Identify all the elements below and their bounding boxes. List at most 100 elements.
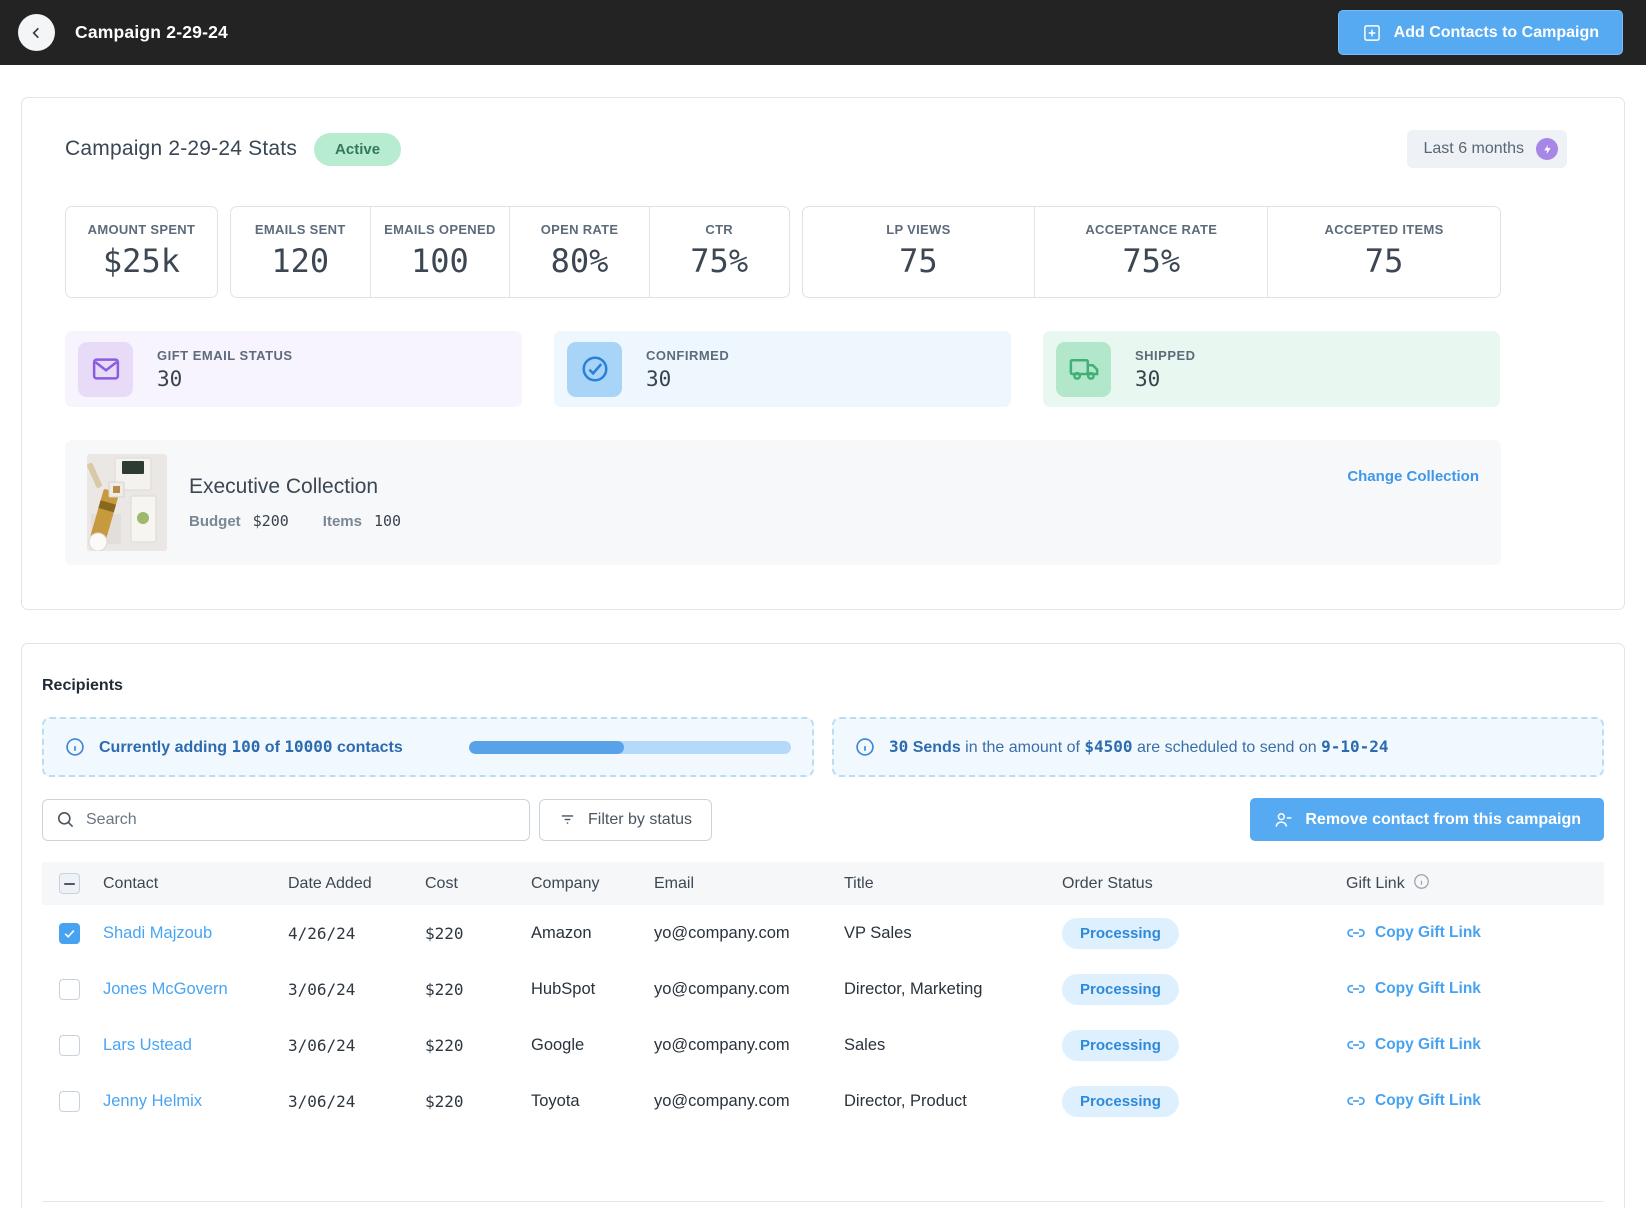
search-icon	[57, 811, 74, 828]
column-cost: Cost	[425, 874, 458, 892]
cost-cell: $220	[425, 1035, 464, 1055]
row-checkbox[interactable]	[59, 978, 80, 1000]
page-title: Campaign 2-29-24	[75, 22, 228, 42]
copy-gift-link-label: Copy Gift Link	[1375, 980, 1481, 997]
date-added-cell: 3/06/24	[288, 1091, 356, 1111]
title-cell: Director, Marketing	[844, 979, 983, 998]
date-added-cell: 3/06/24	[288, 1035, 356, 1055]
company-cell: Toyota	[531, 1091, 580, 1110]
copy-gift-link[interactable]: Copy Gift Link	[1346, 1035, 1604, 1055]
select-all-checkbox[interactable]	[59, 873, 80, 894]
contact-link[interactable]: Lars Ustead	[103, 1035, 192, 1054]
table-footer	[42, 1201, 1604, 1208]
cost-cell: $220	[425, 923, 464, 943]
status-tiles-row: GIFT EMAIL STATUS 30 CONFIRMED 30 SHIP	[65, 331, 1501, 407]
link-icon	[1347, 1040, 1365, 1050]
metric-ctr: CTR 75%	[648, 207, 789, 297]
remove-contact-label: Remove contact from this campaign	[1305, 810, 1581, 828]
adding-contacts-banner: Currently adding 100 of 10000 contacts	[42, 717, 814, 777]
truck-icon	[1056, 341, 1111, 397]
order-status-badge: Processing	[1062, 917, 1179, 949]
email-cell: yo@company.com	[654, 1091, 790, 1110]
email-cell: yo@company.com	[654, 923, 790, 942]
table-row: Lars Ustead 3/06/24 $220 Google yo@compa…	[42, 1017, 1604, 1073]
filter-icon	[561, 815, 574, 824]
change-collection-link[interactable]: Change Collection	[1347, 468, 1479, 485]
metric-lp-views: LP VIEWS 75	[886, 222, 951, 280]
info-icon	[855, 737, 875, 757]
metric-group-emails: EMAILS SENT 120 EMAILS OPENED 100 OPEN R…	[229, 206, 790, 298]
contact-link[interactable]: Jenny Helmix	[103, 1091, 203, 1110]
remove-contact-button[interactable]: Remove contact from this campaign	[1250, 798, 1604, 841]
items-value: 100	[373, 512, 402, 530]
table-row: Jones McGovern 3/06/24 $220 HubSpot yo@c…	[42, 961, 1604, 1017]
info-icon[interactable]	[1413, 873, 1430, 895]
period-label: Last 6 months	[1423, 140, 1525, 157]
search-box	[42, 798, 530, 841]
scheduled-sends-banner: 30 Sends in the amount of $4500 are sche…	[832, 717, 1604, 777]
title-cell: VP Sales	[844, 923, 912, 942]
row-checkbox[interactable]	[59, 1090, 80, 1112]
lightning-icon	[1536, 138, 1558, 160]
contact-link[interactable]: Shadi Majzoub	[103, 923, 213, 942]
title-cell: Director, Product	[844, 1091, 967, 1110]
table-body: Shadi Majzoub 4/26/24 $220 Amazon yo@com…	[42, 905, 1604, 1129]
metrics-row: AMOUNT SPENT $25k EMAILS SENT 120 EMAILS…	[65, 206, 1501, 298]
search-input[interactable]	[86, 810, 516, 829]
period-selector[interactable]: Last 6 months	[1406, 130, 1567, 168]
copy-gift-link[interactable]: Copy Gift Link	[1346, 923, 1604, 943]
link-icon	[1347, 1096, 1365, 1106]
adding-progress-bar	[469, 740, 791, 754]
email-cell: yo@company.com	[654, 1035, 790, 1054]
plus-square-icon	[1363, 24, 1380, 41]
shipped-tile: SHIPPED 30	[1043, 331, 1500, 407]
link-icon	[1347, 928, 1365, 938]
link-icon	[1347, 984, 1365, 994]
metric-emails-sent: EMAILS SENT 120	[254, 222, 346, 280]
title-cell: Sales	[844, 1035, 886, 1054]
back-button[interactable]	[18, 14, 55, 51]
collection-row: Executive Collection Budget $200 Items 1…	[65, 440, 1501, 565]
row-checkbox[interactable]	[59, 1034, 80, 1056]
envelope-icon	[78, 341, 133, 397]
table-row: Jenny Helmix 3/06/24 $220 Toyota yo@comp…	[42, 1073, 1604, 1129]
copy-gift-link[interactable]: Copy Gift Link	[1346, 979, 1604, 999]
date-added-cell: 3/06/24	[288, 979, 356, 999]
column-date-added: Date Added	[288, 874, 372, 892]
progress-fill	[469, 740, 624, 754]
metric-emails-opened: EMAILS OPENED 100	[369, 207, 510, 297]
confirmed-tile: CONFIRMED 30	[554, 331, 1011, 407]
collection-image	[87, 454, 167, 551]
row-checkbox[interactable]	[59, 922, 80, 944]
sends-banner-text: 30 Sends in the amount of $4500 are sche…	[889, 737, 1389, 756]
column-company: Company	[531, 874, 600, 892]
items-label: Items	[322, 513, 362, 530]
column-order-status: Order Status	[1062, 874, 1153, 892]
metric-open-rate: OPEN RATE 80%	[509, 207, 649, 297]
order-status-badge: Processing	[1062, 973, 1179, 1005]
recipients-title: Recipients	[42, 677, 123, 694]
copy-gift-link-label: Copy Gift Link	[1375, 1092, 1481, 1109]
column-title: Title	[844, 874, 874, 892]
table-header-row: Contact Date Added Cost Company Email Ti…	[42, 862, 1604, 905]
check-circle-icon	[567, 341, 622, 397]
metric-acceptance-rate: ACCEPTANCE RATE 75%	[1034, 207, 1267, 297]
campaign-stats-card: Campaign 2-29-24 Stats Active Last 6 mon…	[21, 97, 1625, 610]
add-contacts-button[interactable]: Add Contacts to Campaign	[1337, 10, 1623, 55]
order-status-badge: Processing	[1062, 1029, 1179, 1061]
company-cell: Amazon	[531, 923, 592, 942]
company-cell: HubSpot	[531, 979, 596, 998]
top-bar: Campaign 2-29-24 Add Contacts to Campaig…	[0, 0, 1646, 65]
add-contacts-label: Add Contacts to Campaign	[1393, 23, 1599, 41]
copy-gift-link[interactable]: Copy Gift Link	[1346, 1091, 1604, 1111]
metric-amount-spent: AMOUNT SPENT $25k	[87, 222, 196, 280]
date-added-cell: 4/26/24	[288, 923, 356, 943]
filter-label: Filter by status	[588, 810, 693, 828]
contact-link[interactable]: Jones McGovern	[103, 979, 228, 998]
email-cell: yo@company.com	[654, 979, 790, 998]
filter-by-status-button[interactable]: Filter by status	[539, 798, 713, 841]
table-row: Shadi Majzoub 4/26/24 $220 Amazon yo@com…	[42, 905, 1604, 961]
budget-value: $200	[252, 512, 289, 530]
cost-cell: $220	[425, 1091, 464, 1111]
